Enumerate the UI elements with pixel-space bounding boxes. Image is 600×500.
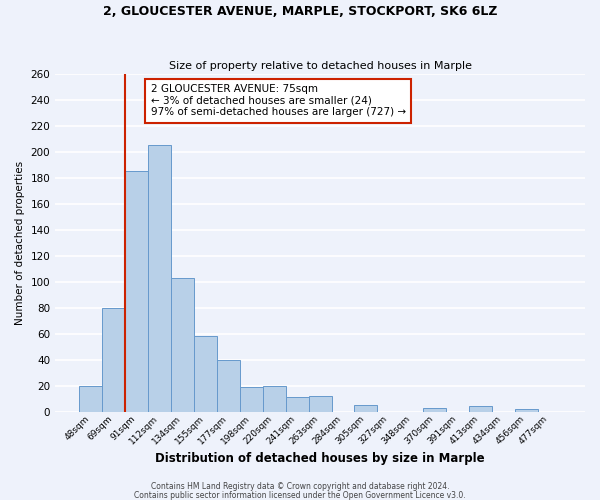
X-axis label: Distribution of detached houses by size in Marple: Distribution of detached houses by size … (155, 452, 485, 465)
Bar (102, 308, 125, 412)
Bar (125, 172, 148, 412)
Text: 2, GLOUCESTER AVENUE, MARPLE, STOCKPORT, SK6 6LZ: 2, GLOUCESTER AVENUE, MARPLE, STOCKPORT,… (103, 5, 497, 18)
Y-axis label: Number of detached properties: Number of detached properties (15, 161, 25, 325)
Bar (355, 405, 377, 411)
Bar (286, 398, 308, 411)
Text: Contains public sector information licensed under the Open Government Licence v3: Contains public sector information licen… (134, 490, 466, 500)
Bar (423, 408, 446, 412)
Text: 2 GLOUCESTER AVENUE: 75sqm
← 3% of detached houses are smaller (24)
97% of semi-: 2 GLOUCESTER AVENUE: 75sqm ← 3% of detac… (151, 84, 406, 117)
Bar (217, 360, 240, 412)
Text: Contains HM Land Registry data © Crown copyright and database right 2024.: Contains HM Land Registry data © Crown c… (151, 482, 449, 491)
Bar (469, 406, 492, 412)
Bar (515, 409, 538, 412)
Bar (194, 336, 217, 411)
Bar (148, 146, 171, 412)
Bar (240, 387, 263, 411)
Title: Size of property relative to detached houses in Marple: Size of property relative to detached ho… (169, 60, 472, 70)
Bar (263, 386, 286, 411)
Bar (79, 386, 102, 411)
Bar (171, 278, 194, 411)
Bar (308, 396, 332, 411)
